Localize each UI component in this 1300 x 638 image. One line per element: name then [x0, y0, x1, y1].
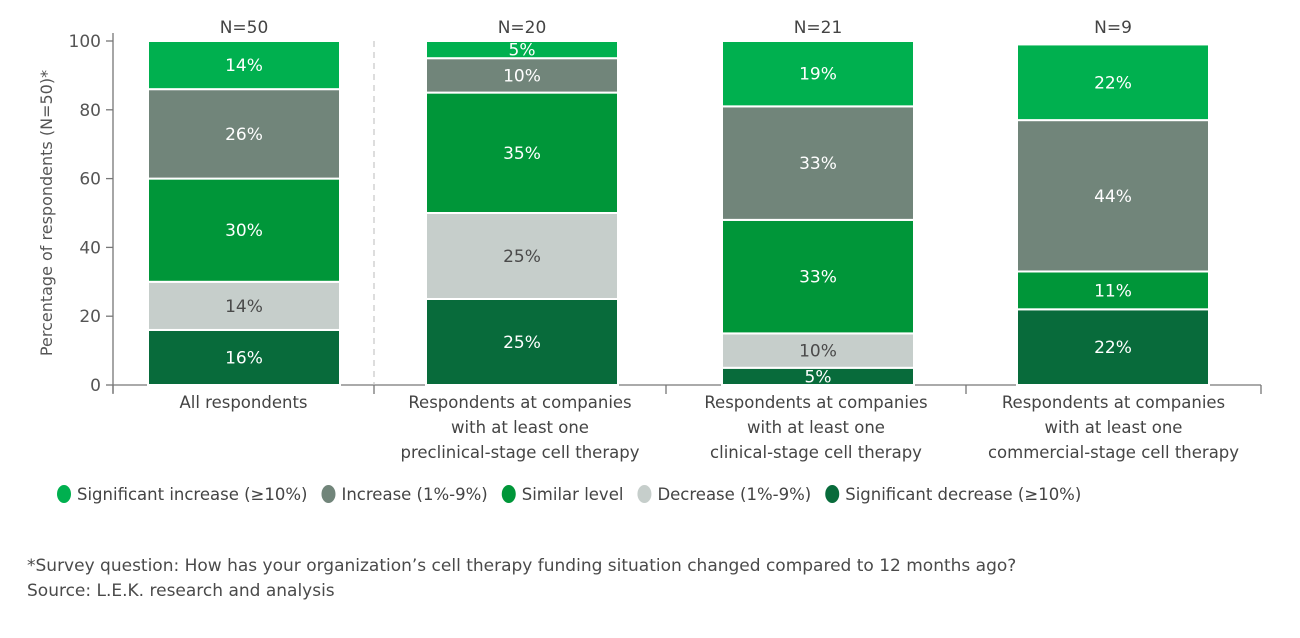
data-label: 33% [799, 154, 837, 174]
category-label: preclinical-stage cell therapy [401, 443, 640, 462]
y-tick-label: 60 [79, 170, 101, 190]
category-label: with at least one [451, 418, 589, 437]
legend-swatch [501, 485, 516, 503]
y-axis-label: Percentage of respondents (N=50)* [37, 70, 56, 356]
data-label: 25% [503, 247, 541, 267]
data-label: 33% [799, 268, 837, 288]
sample-size-label: N=20 [498, 18, 547, 38]
bar-segment [425, 91, 619, 214]
category-label: Respondents at companies [408, 393, 631, 412]
data-label: 16% [225, 348, 263, 368]
footnote: *Survey question: How has your organizat… [27, 556, 1017, 576]
legend-swatch [321, 485, 336, 503]
data-label: 44% [1094, 187, 1132, 207]
data-label: 10% [503, 66, 541, 86]
legend-swatch [825, 485, 840, 503]
category-label: clinical-stage cell therapy [710, 443, 922, 462]
bar-segment [425, 298, 619, 386]
category-label: All respondents [179, 393, 307, 412]
y-tick-label: 0 [90, 376, 101, 396]
bar-segment [1016, 43, 1210, 122]
legend-swatch [637, 485, 652, 503]
bar-segment [1016, 119, 1210, 273]
data-label: 22% [1094, 73, 1132, 93]
y-tick-label: 80 [79, 101, 101, 121]
bar-segment [425, 212, 619, 300]
bar-segment [721, 40, 915, 108]
sample-size-label: N=50 [220, 18, 269, 38]
bar-segment [147, 40, 341, 91]
data-label: 5% [509, 41, 536, 61]
data-label: 26% [225, 125, 263, 145]
data-label: 19% [799, 65, 837, 85]
category-label: commercial-stage cell therapy [988, 443, 1239, 462]
legend-label: Significant decrease (≥10%) [845, 485, 1081, 504]
data-label: 14% [225, 56, 263, 76]
data-label: 14% [225, 297, 263, 317]
data-label: 10% [799, 342, 837, 362]
legend-label: Similar level [522, 485, 624, 504]
y-tick-label: 100 [69, 32, 101, 52]
sample-size-label: N=9 [1094, 18, 1132, 38]
legend-label: Increase (1%-9%) [341, 485, 487, 504]
data-label: 11% [1094, 281, 1132, 301]
data-label: 35% [503, 144, 541, 164]
legend-label: Significant increase (≥10%) [77, 485, 307, 504]
data-label: 5% [805, 367, 832, 387]
category-label: Respondents at companies [704, 393, 927, 412]
y-tick-label: 20 [79, 307, 101, 327]
legend-label: Decrease (1%-9%) [657, 485, 811, 504]
bar-segment [721, 218, 915, 335]
legend-swatch [57, 485, 71, 503]
category-label: Respondents at companies [1002, 393, 1225, 412]
bar-segment [1016, 308, 1210, 387]
source-note: Source: L.E.K. research and analysis [27, 581, 335, 601]
category-label: with at least one [1045, 418, 1183, 437]
data-label: 25% [503, 333, 541, 353]
category-label: with at least one [747, 418, 885, 437]
stacked-bar-chart: 0 20 40 60 80 100 Percentage of respondents (N… [37, 18, 1262, 504]
data-label: 22% [1094, 338, 1132, 358]
y-tick-label: 40 [79, 238, 101, 258]
sample-size-label: N=21 [794, 18, 843, 38]
bar-segment [721, 332, 915, 369]
bar-segment [425, 40, 619, 60]
data-label: 30% [225, 221, 263, 241]
